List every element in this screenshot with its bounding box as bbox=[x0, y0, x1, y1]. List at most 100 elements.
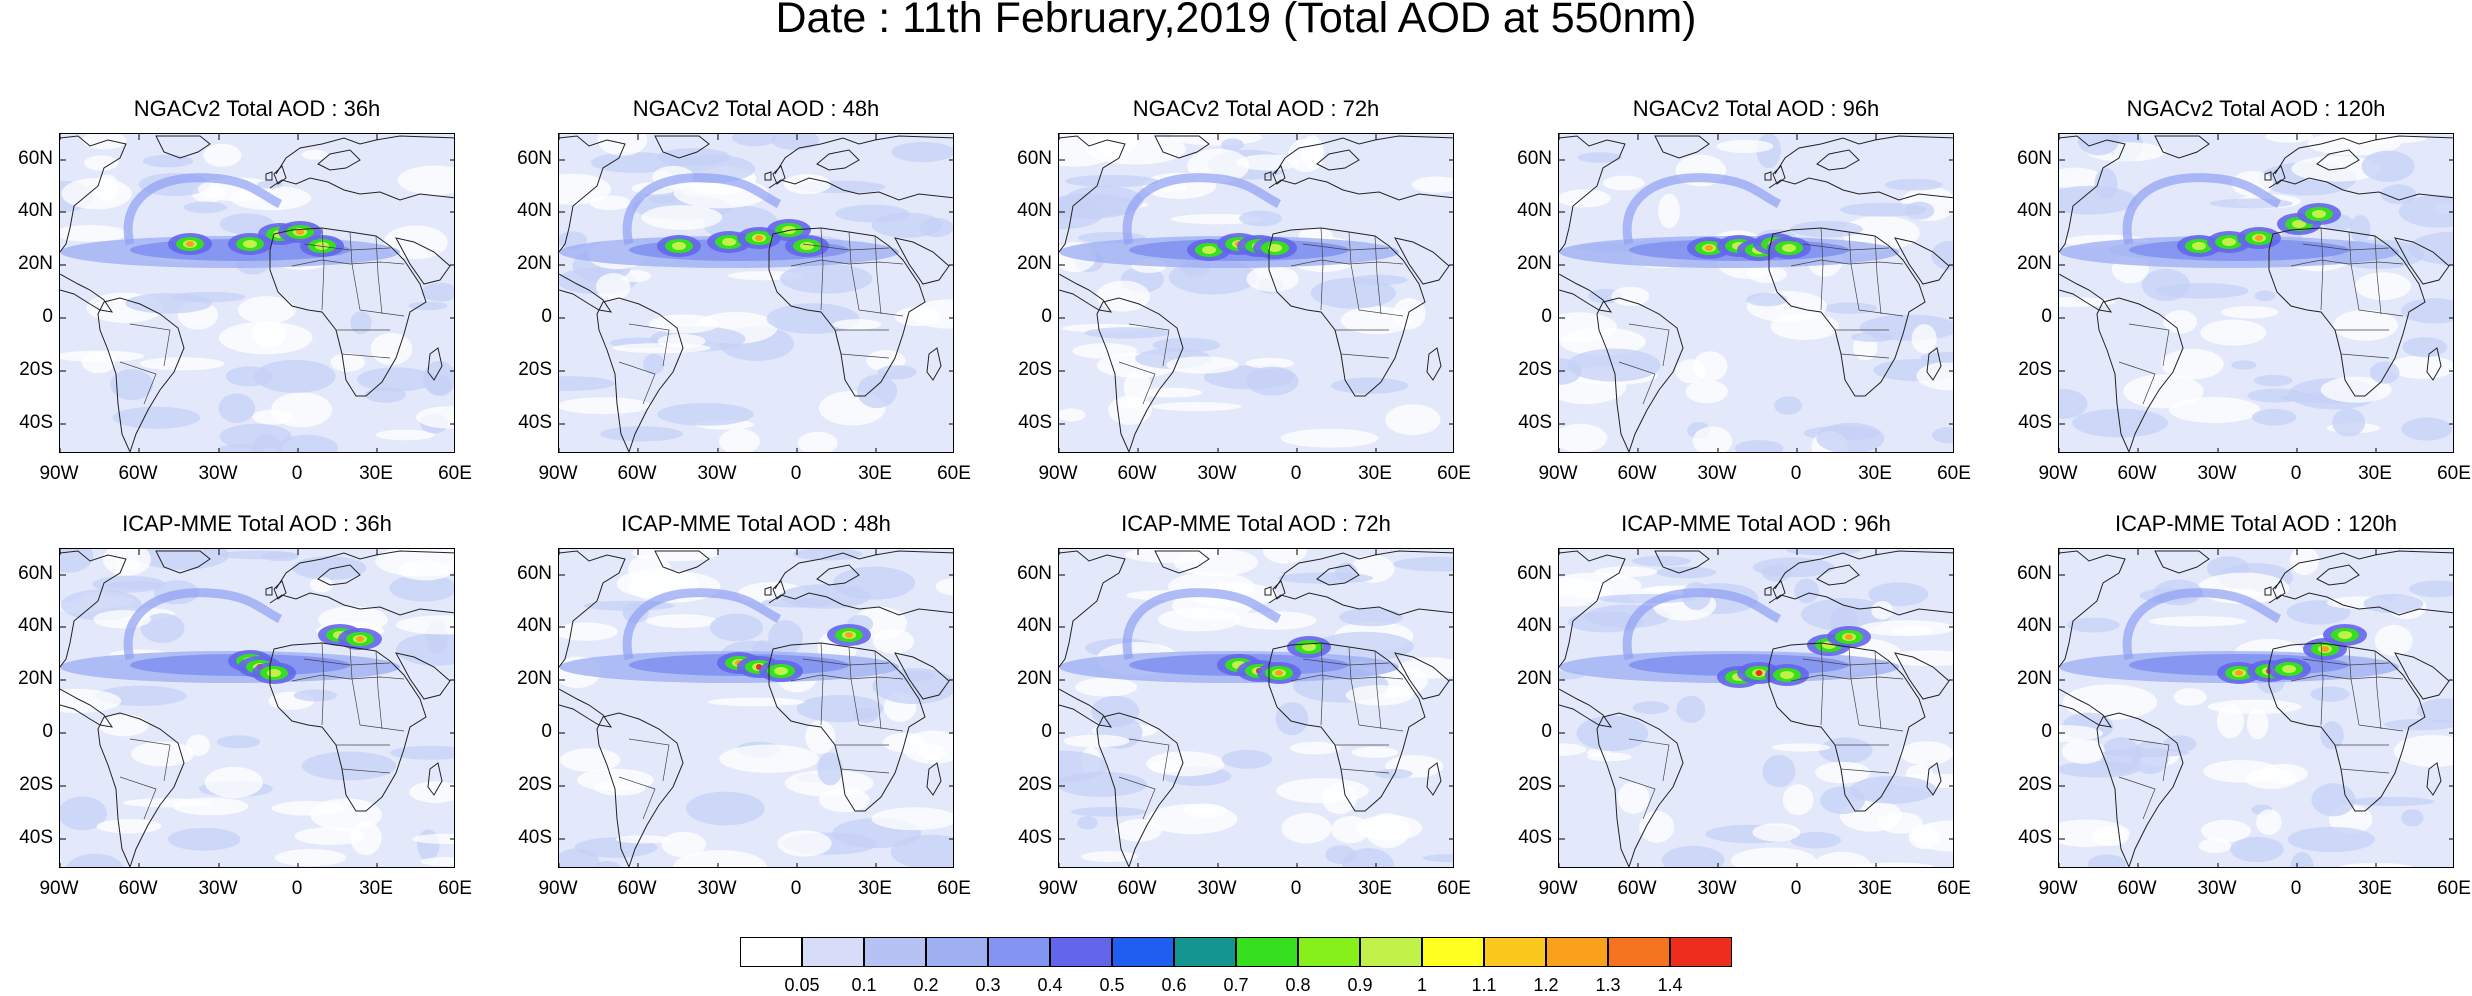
longitude-tick-label: 90W bbox=[1538, 878, 1578, 899]
latitude-tick-label: 20S bbox=[1518, 359, 1552, 380]
longitude-tick-label: 60W bbox=[1117, 463, 1157, 484]
colorbar-label: 0.4 bbox=[1037, 975, 1063, 995]
latitude-tick-label: 0 bbox=[541, 306, 552, 327]
colorbar-label: 0.7 bbox=[1223, 975, 1249, 995]
aod-map bbox=[1058, 548, 1454, 868]
colorbar-swatch bbox=[740, 937, 802, 967]
longitude-tick-label: 60W bbox=[118, 878, 158, 899]
aod-map bbox=[1558, 133, 1954, 453]
latitude-tick-label: 20N bbox=[1517, 668, 1552, 689]
map-panel: NGACv2 Total AOD : 48h 60N 40N 20N 0 20S 40S 90… bbox=[517, 96, 971, 484]
latitude-tick-label: 40S bbox=[19, 412, 53, 433]
aod-map-canvas bbox=[60, 134, 454, 452]
latitude-tick-label: 60N bbox=[1017, 148, 1052, 169]
panel-title: ICAP-MME Total AOD : 120h bbox=[2114, 511, 2398, 536]
colorbar-swatch bbox=[1360, 937, 1422, 967]
aod-map bbox=[59, 548, 455, 868]
latitude-tick-label: 40N bbox=[1517, 615, 1552, 636]
latitude-tick-label: 20S bbox=[19, 359, 53, 380]
aod-map bbox=[1058, 133, 1454, 453]
longitude-tick-label: 0 bbox=[2290, 463, 2302, 484]
map-panel: ICAP-MME Total AOD : 36h 60N 40N 20N 0 20S 40S… bbox=[18, 511, 472, 899]
colorbar-swatch bbox=[1546, 937, 1608, 967]
latitude-tick-label: 60N bbox=[18, 148, 53, 169]
latitude-tick-label: 20S bbox=[518, 359, 552, 380]
longitude-tick-label: 0 bbox=[790, 878, 802, 899]
longitude-tick-label: 60E bbox=[937, 878, 971, 899]
panel-title: NGACv2 Total AOD : 72h bbox=[1132, 96, 1380, 121]
map-panel: NGACv2 Total AOD : 96h 60N 40N 20N 0 20S 40S 90… bbox=[1517, 96, 1971, 484]
longitude-tick-label: 30W bbox=[2197, 878, 2237, 899]
latitude-tick-label: 0 bbox=[42, 306, 53, 327]
panel-title: ICAP-MME Total AOD : 36h bbox=[122, 511, 392, 536]
colorbar-label: 1.2 bbox=[1533, 975, 1559, 995]
longitude-tick-label: 90W bbox=[1538, 463, 1578, 484]
figure-title: Date : 11th February,2019 (Total AOD at … bbox=[775, 0, 1697, 42]
aod-map-canvas bbox=[1059, 134, 1453, 452]
latitude-tick-label: 20S bbox=[1018, 359, 1052, 380]
latitude-tick-label: 20N bbox=[517, 668, 552, 689]
longitude-tick-label: 30E bbox=[1858, 878, 1892, 899]
longitude-tick-label: 30E bbox=[359, 878, 393, 899]
colorbar-swatch bbox=[1236, 937, 1298, 967]
latitude-tick-label: 40S bbox=[1518, 827, 1552, 848]
aod-map-canvas bbox=[60, 549, 454, 867]
longitude-tick-label: 30E bbox=[359, 463, 393, 484]
longitude-tick-label: 60W bbox=[2117, 878, 2157, 899]
panel-title: NGACv2 Total AOD : 36h bbox=[133, 96, 381, 121]
aod-map-canvas bbox=[1559, 134, 1953, 452]
latitude-tick-label: 20S bbox=[2018, 359, 2052, 380]
latitude-tick-label: 20S bbox=[2018, 774, 2052, 795]
latitude-tick-label: 20N bbox=[2017, 253, 2052, 274]
latitude-tick-label: 0 bbox=[42, 721, 53, 742]
colorbar-swatch bbox=[1484, 937, 1546, 967]
longitude-tick-label: 30W bbox=[1697, 878, 1737, 899]
latitude-tick-label: 20N bbox=[2017, 668, 2052, 689]
panel-title: ICAP-MME Total AOD : 72h bbox=[1121, 511, 1391, 536]
map-panel: NGACv2 Total AOD : 72h 60N 40N 20N 0 20S 40S 90… bbox=[1017, 96, 1471, 484]
longitude-tick-label: 60E bbox=[1937, 463, 1971, 484]
latitude-tick-label: 40N bbox=[517, 200, 552, 221]
latitude-tick-label: 40S bbox=[1018, 827, 1052, 848]
map-panel: ICAP-MME Total AOD : 72h 60N 40N 20N 0 20S 40S… bbox=[1017, 511, 1471, 899]
colorbar-label: 0.1 bbox=[851, 975, 877, 995]
latitude-tick-label: 40N bbox=[18, 200, 53, 221]
longitude-tick-label: 90W bbox=[39, 463, 79, 484]
latitude-tick-label: 60N bbox=[517, 148, 552, 169]
colorbar-label: 0.8 bbox=[1285, 975, 1311, 995]
aod-map-canvas bbox=[559, 134, 953, 452]
colorbar-swatch bbox=[926, 937, 988, 967]
latitude-tick-label: 20S bbox=[518, 774, 552, 795]
aod-map bbox=[1558, 548, 1954, 868]
latitude-tick-label: 60N bbox=[1517, 148, 1552, 169]
latitude-tick-label: 20N bbox=[18, 253, 53, 274]
colorbar-swatch bbox=[1174, 937, 1236, 967]
colorbar-swatch bbox=[1112, 937, 1174, 967]
colorbar-label: 0.2 bbox=[913, 975, 939, 995]
latitude-tick-label: 40S bbox=[1018, 412, 1052, 433]
latitude-tick-label: 40S bbox=[2018, 827, 2052, 848]
longitude-tick-label: 60W bbox=[617, 878, 657, 899]
aod-map-canvas bbox=[2059, 549, 2453, 867]
aod-map bbox=[59, 133, 455, 453]
latitude-tick-label: 20N bbox=[1017, 668, 1052, 689]
latitude-tick-label: 0 bbox=[541, 721, 552, 742]
aod-map bbox=[2058, 548, 2454, 868]
longitude-tick-label: 0 bbox=[2290, 878, 2302, 899]
longitude-tick-label: 90W bbox=[1038, 463, 1078, 484]
latitude-tick-label: 60N bbox=[2017, 148, 2052, 169]
latitude-tick-label: 40N bbox=[2017, 200, 2052, 221]
latitude-tick-label: 0 bbox=[2041, 721, 2052, 742]
longitude-tick-label: 60E bbox=[1937, 878, 1971, 899]
latitude-tick-label: 20S bbox=[1018, 774, 1052, 795]
map-panel: ICAP-MME Total AOD : 120h 60N 40N 20N 0 20S 40… bbox=[2017, 511, 2471, 899]
latitude-tick-label: 20N bbox=[18, 668, 53, 689]
colorbar-label: 1.3 bbox=[1595, 975, 1621, 995]
colorbar-label: 0.5 bbox=[1099, 975, 1125, 995]
longitude-tick-label: 30W bbox=[198, 878, 238, 899]
longitude-tick-label: 60W bbox=[2117, 463, 2157, 484]
colorbar-swatch bbox=[1298, 937, 1360, 967]
longitude-tick-label: 90W bbox=[538, 463, 578, 484]
colorbar-label: 0.9 bbox=[1347, 975, 1373, 995]
aod-map bbox=[2058, 133, 2454, 453]
